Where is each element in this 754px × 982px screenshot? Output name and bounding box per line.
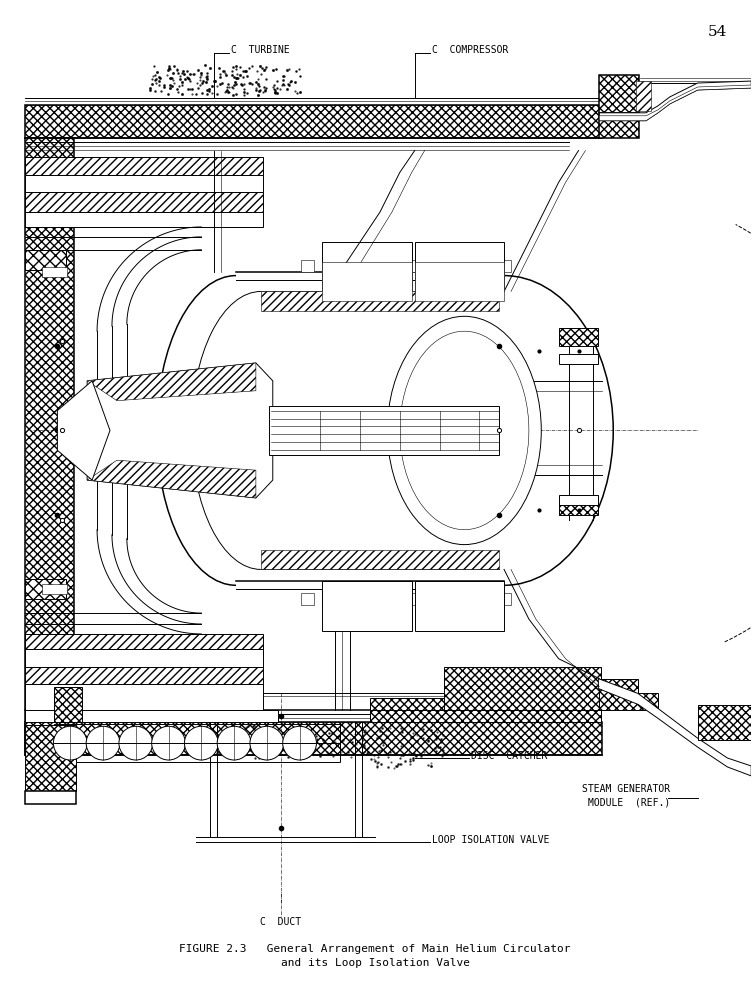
- Text: C  DUCT: C DUCT: [260, 917, 302, 927]
- Bar: [497, 593, 511, 605]
- Bar: [415, 581, 504, 631]
- Bar: [475, 259, 489, 272]
- Bar: [25, 710, 277, 723]
- Bar: [453, 593, 467, 605]
- Polygon shape: [599, 679, 751, 776]
- Bar: [323, 593, 336, 605]
- Polygon shape: [261, 292, 499, 311]
- Bar: [301, 593, 314, 605]
- Bar: [345, 593, 358, 605]
- Bar: [269, 406, 499, 456]
- Polygon shape: [599, 679, 658, 710]
- Bar: [636, 82, 651, 111]
- Bar: [42, 267, 67, 277]
- Bar: [25, 723, 602, 755]
- Bar: [409, 593, 424, 605]
- Bar: [445, 667, 602, 710]
- Bar: [366, 593, 380, 605]
- Bar: [559, 355, 599, 364]
- Bar: [475, 593, 489, 605]
- Bar: [25, 137, 74, 755]
- Ellipse shape: [152, 727, 185, 760]
- Bar: [42, 584, 67, 594]
- Bar: [345, 259, 358, 272]
- Bar: [323, 242, 412, 292]
- Polygon shape: [57, 381, 110, 480]
- Bar: [25, 157, 263, 176]
- Bar: [25, 176, 263, 192]
- Ellipse shape: [86, 727, 120, 760]
- Bar: [323, 261, 412, 301]
- Ellipse shape: [400, 331, 529, 529]
- Bar: [366, 259, 380, 272]
- Bar: [25, 212, 263, 227]
- Text: FIGURE 2.3   General Arrangement of Main Helium Circulator: FIGURE 2.3 General Arrangement of Main H…: [179, 944, 571, 954]
- Bar: [25, 105, 602, 137]
- Polygon shape: [599, 82, 751, 121]
- Bar: [559, 497, 599, 515]
- Polygon shape: [87, 461, 256, 498]
- Ellipse shape: [54, 727, 87, 760]
- Bar: [599, 113, 639, 137]
- Bar: [25, 192, 263, 212]
- Text: C  COMPRESSOR: C COMPRESSOR: [431, 45, 508, 55]
- Ellipse shape: [388, 316, 541, 545]
- Polygon shape: [87, 363, 273, 498]
- Bar: [323, 259, 336, 272]
- Polygon shape: [261, 550, 499, 570]
- Bar: [388, 259, 402, 272]
- Ellipse shape: [283, 727, 317, 760]
- Bar: [453, 259, 467, 272]
- Bar: [559, 328, 599, 346]
- Bar: [415, 261, 504, 301]
- Ellipse shape: [185, 727, 218, 760]
- Bar: [25, 249, 66, 270]
- Bar: [25, 579, 66, 599]
- Text: and its Loop Isolation Valve: and its Loop Isolation Valve: [280, 957, 470, 967]
- Bar: [25, 634, 263, 649]
- Bar: [54, 725, 340, 762]
- Bar: [323, 581, 412, 631]
- Bar: [25, 726, 76, 791]
- Bar: [697, 705, 751, 740]
- Text: DISC  CATCHER: DISC CATCHER: [471, 751, 547, 761]
- Polygon shape: [87, 363, 256, 401]
- Bar: [388, 593, 402, 605]
- Bar: [497, 259, 511, 272]
- Text: 54: 54: [707, 26, 727, 39]
- Bar: [301, 259, 314, 272]
- Bar: [559, 495, 599, 505]
- Bar: [54, 686, 82, 723]
- Bar: [370, 698, 602, 710]
- Bar: [431, 593, 446, 605]
- Polygon shape: [599, 85, 751, 121]
- Bar: [370, 710, 602, 723]
- Bar: [409, 259, 424, 272]
- Bar: [25, 683, 263, 710]
- Text: LOOP ISOLATION VALVE: LOOP ISOLATION VALVE: [431, 836, 549, 846]
- Text: STEAM GENERATOR
MODULE  (REF.): STEAM GENERATOR MODULE (REF.): [581, 784, 670, 808]
- Bar: [25, 791, 76, 803]
- Ellipse shape: [119, 727, 152, 760]
- Ellipse shape: [217, 727, 251, 760]
- Text: C  TURBINE: C TURBINE: [231, 45, 290, 55]
- Bar: [25, 667, 263, 683]
- Bar: [431, 259, 446, 272]
- Bar: [599, 75, 639, 113]
- Ellipse shape: [250, 727, 284, 760]
- Bar: [25, 649, 263, 667]
- Bar: [415, 242, 504, 292]
